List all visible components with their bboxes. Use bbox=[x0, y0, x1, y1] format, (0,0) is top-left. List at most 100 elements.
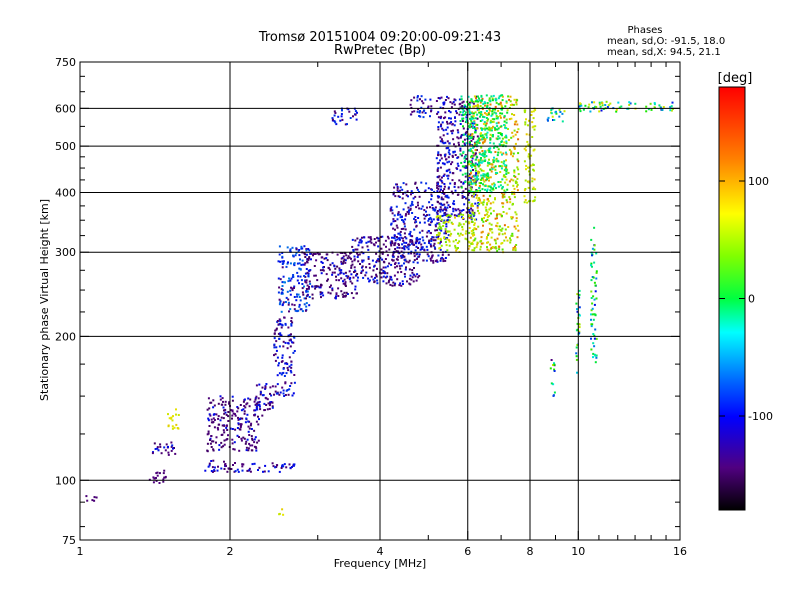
echo-point bbox=[376, 267, 378, 270]
echo-point bbox=[177, 414, 180, 416]
echo-point bbox=[301, 310, 304, 313]
echo-point bbox=[469, 236, 472, 239]
echo-point bbox=[499, 116, 502, 119]
echo-point bbox=[447, 186, 450, 189]
echo-point bbox=[474, 184, 477, 186]
echo-point bbox=[345, 274, 348, 277]
echo-point bbox=[440, 185, 443, 188]
echo-point bbox=[338, 267, 341, 270]
echo-point bbox=[451, 154, 454, 157]
echo-point bbox=[595, 354, 598, 357]
echo-point bbox=[249, 424, 252, 427]
echo-point bbox=[592, 356, 594, 359]
echo-point bbox=[392, 227, 395, 230]
echo-point bbox=[415, 224, 418, 227]
echo-point bbox=[453, 183, 456, 186]
echo-point bbox=[483, 140, 486, 143]
echo-point bbox=[296, 262, 299, 265]
echo-point bbox=[480, 157, 482, 159]
echo-point bbox=[477, 178, 480, 181]
echo-point bbox=[268, 404, 271, 407]
echo-point bbox=[363, 236, 366, 239]
echo-point bbox=[446, 196, 449, 199]
echo-point bbox=[167, 413, 169, 416]
echo-point bbox=[479, 101, 482, 104]
echo-point bbox=[478, 164, 481, 167]
echo-point bbox=[552, 394, 555, 397]
echo-point bbox=[476, 123, 479, 126]
echo-point bbox=[468, 241, 471, 244]
echo-point bbox=[437, 151, 440, 154]
echo-point bbox=[561, 120, 564, 123]
echo-point bbox=[440, 229, 443, 232]
echo-point bbox=[514, 181, 517, 184]
echo-point bbox=[174, 452, 177, 455]
echo-point bbox=[327, 291, 330, 294]
echo-point bbox=[248, 405, 251, 408]
echo-point bbox=[578, 293, 581, 296]
echo-point bbox=[493, 183, 496, 186]
echo-point bbox=[505, 166, 508, 169]
echo-point bbox=[496, 213, 499, 216]
echo-point bbox=[440, 157, 443, 160]
echo-point bbox=[414, 242, 417, 245]
echo-point bbox=[501, 133, 503, 135]
echo-point bbox=[527, 153, 530, 156]
echo-point bbox=[440, 198, 443, 201]
echo-point bbox=[248, 434, 251, 436]
echo-point bbox=[460, 209, 463, 212]
echo-point bbox=[318, 286, 321, 289]
echo-point bbox=[497, 127, 500, 130]
echo-point bbox=[506, 201, 509, 204]
echo-point bbox=[291, 341, 294, 344]
echo-point bbox=[457, 141, 460, 144]
echo-point bbox=[515, 244, 518, 246]
echo-point bbox=[495, 242, 497, 245]
echo-point bbox=[487, 161, 489, 164]
echo-point bbox=[604, 104, 607, 106]
echo-point bbox=[496, 145, 499, 148]
echo-point bbox=[489, 176, 492, 179]
echo-point bbox=[248, 469, 251, 472]
echo-point bbox=[552, 364, 554, 366]
echo-point bbox=[394, 220, 397, 222]
echo-point bbox=[414, 181, 417, 184]
echo-point bbox=[481, 97, 484, 100]
echo-point bbox=[365, 271, 368, 274]
echo-point bbox=[467, 190, 470, 193]
echo-point bbox=[220, 403, 223, 406]
echo-point bbox=[416, 95, 419, 98]
echo-point bbox=[451, 102, 454, 105]
echo-point bbox=[447, 219, 449, 221]
echo-point bbox=[594, 290, 597, 293]
echo-point bbox=[525, 118, 527, 121]
echo-point bbox=[279, 319, 282, 322]
echo-point bbox=[340, 271, 343, 274]
echo-point bbox=[276, 464, 279, 467]
echo-point bbox=[446, 230, 449, 233]
echo-point bbox=[487, 113, 490, 116]
echo-point bbox=[484, 185, 487, 187]
stats-line-x: mean, sd,X: 94.5, 21.1 bbox=[607, 47, 721, 58]
echo-point bbox=[392, 220, 395, 223]
echo-point bbox=[251, 437, 254, 440]
echo-point bbox=[399, 189, 402, 192]
echo-point bbox=[408, 243, 410, 246]
x-tick-label: 1 bbox=[77, 545, 84, 558]
echo-point bbox=[502, 152, 505, 155]
echo-point bbox=[462, 150, 465, 153]
echo-point bbox=[286, 246, 289, 249]
echo-point bbox=[331, 271, 334, 274]
echo-point bbox=[476, 241, 479, 244]
x-tick-label: 6 bbox=[464, 545, 471, 558]
echo-point bbox=[447, 177, 450, 180]
echo-point bbox=[425, 182, 428, 185]
echo-point bbox=[451, 132, 454, 135]
echo-point bbox=[511, 232, 514, 235]
echo-point bbox=[467, 240, 470, 243]
echo-point bbox=[439, 125, 442, 128]
echo-point bbox=[368, 279, 371, 282]
echo-point bbox=[628, 101, 631, 104]
echo-point bbox=[381, 235, 384, 238]
echo-point bbox=[481, 119, 484, 122]
